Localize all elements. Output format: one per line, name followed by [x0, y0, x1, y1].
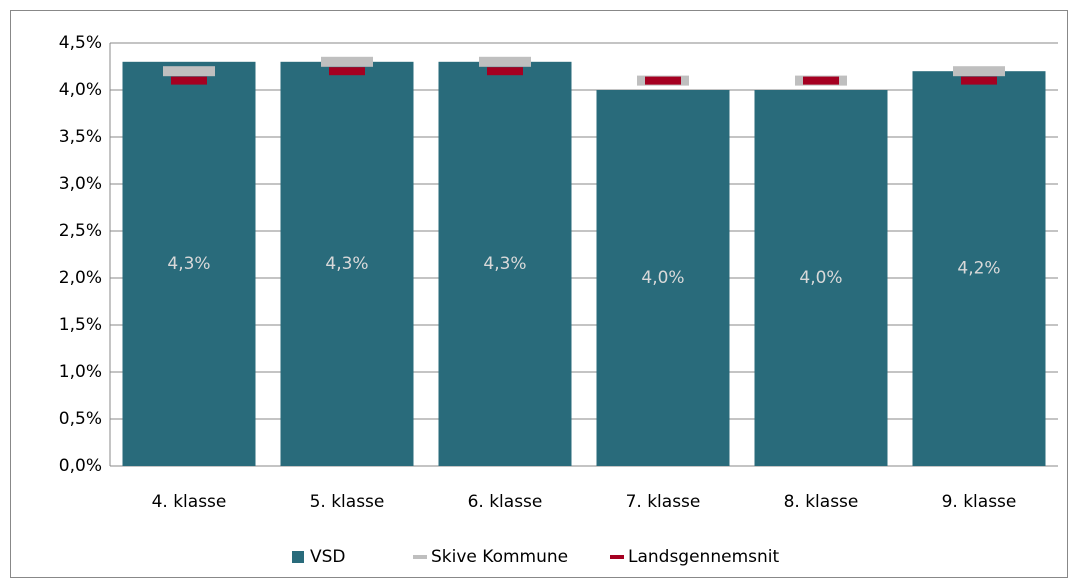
x-tick-label: 8. klasse [784, 492, 859, 512]
y-tick-label: 3,0% [59, 174, 102, 194]
y-tick-label: 4,5% [59, 33, 102, 53]
y-tick-label: 1,5% [59, 315, 102, 335]
y-tick-label: 0,5% [59, 409, 102, 429]
bar [438, 61, 572, 467]
marker [803, 76, 839, 85]
value-label: 4,3% [325, 254, 368, 274]
legend-swatch [413, 555, 427, 559]
bar [912, 71, 1046, 466]
bar [596, 90, 730, 466]
marker [329, 67, 365, 76]
x-tick-label: 4. klasse [152, 492, 227, 512]
legend-swatch [610, 555, 624, 559]
bar [754, 90, 888, 466]
marker [487, 67, 523, 76]
legend-label: Landsgennemsnit [628, 547, 779, 567]
y-tick-label: 2,5% [59, 221, 102, 241]
value-label: 4,0% [641, 268, 684, 288]
x-tick-label: 7. klasse [626, 492, 701, 512]
y-tick-label: 3,5% [59, 127, 102, 147]
bar [280, 61, 414, 467]
marker [953, 66, 1005, 77]
y-tick-label: 0,0% [59, 456, 102, 476]
value-label: 4,0% [799, 268, 842, 288]
marker [163, 66, 215, 77]
marker [321, 56, 373, 67]
marker [171, 76, 207, 85]
marker [961, 76, 997, 85]
x-tick-label: 9. klasse [942, 492, 1017, 512]
marker [645, 76, 681, 85]
value-label: 4,3% [483, 254, 526, 274]
legend-label: Skive Kommune [431, 547, 568, 567]
marker [479, 56, 531, 67]
x-tick-label: 5. klasse [310, 492, 385, 512]
legend-swatch [292, 551, 304, 563]
x-tick-label: 6. klasse [468, 492, 543, 512]
bar [122, 61, 256, 467]
value-label: 4,3% [167, 254, 210, 274]
legend-label: VSD [310, 547, 346, 567]
y-tick-label: 4,0% [59, 80, 102, 100]
y-tick-label: 2,0% [59, 268, 102, 288]
y-tick-label: 1,0% [59, 362, 102, 382]
value-label: 4,2% [957, 259, 1000, 279]
